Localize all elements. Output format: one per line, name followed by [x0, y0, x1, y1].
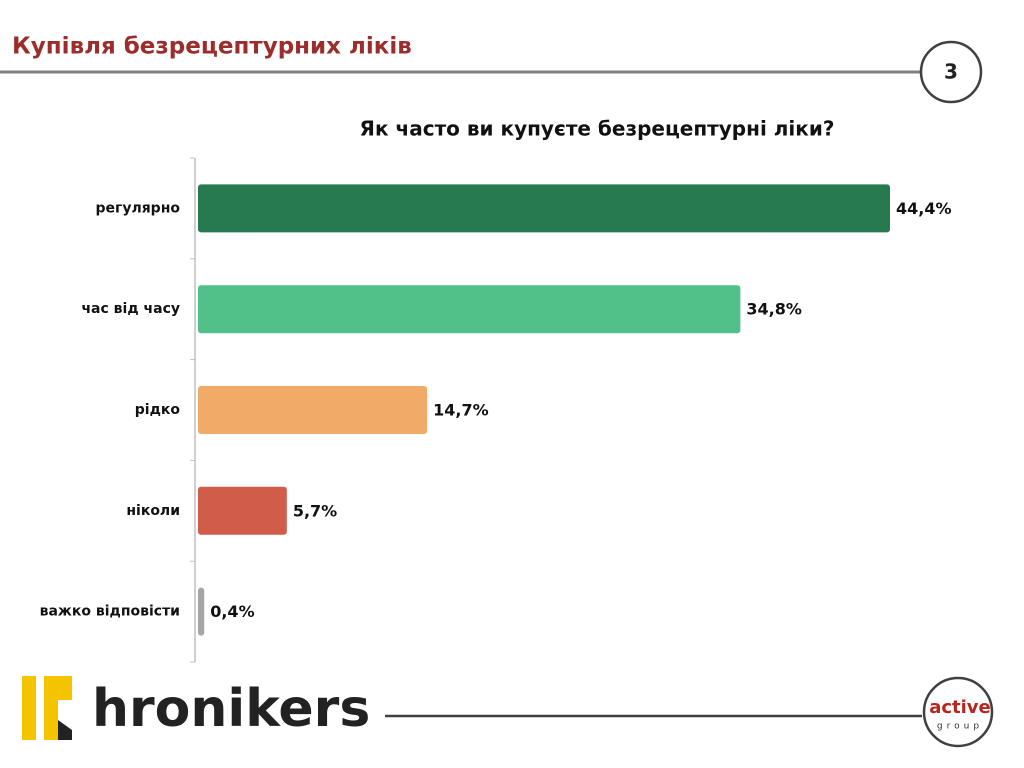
page-number: 3 — [944, 60, 958, 84]
value-label: 14,7% — [433, 401, 489, 420]
chart-title: Як часто ви купуєте безрецептурні ліки? — [360, 117, 835, 141]
bar — [198, 486, 287, 535]
category-label: важко відповісти — [40, 604, 180, 620]
partner-logo: active — [929, 697, 991, 718]
brand: hronikers — [92, 679, 370, 739]
category-label: рідко — [135, 402, 181, 418]
bar — [198, 587, 205, 636]
value-label: 34,8% — [746, 300, 802, 319]
category-label: час від часу — [81, 301, 180, 317]
logo-shape — [44, 676, 72, 740]
plot: регулярно 44,4% час від часу 34,8% рідко 14,7… — [40, 157, 952, 663]
bar — [198, 184, 890, 233]
value-label: 5,7% — [293, 501, 337, 520]
partner-circle — [922, 676, 994, 748]
logo-bar — [22, 676, 36, 740]
page-title: Купівля безрецептурних ліків — [12, 34, 412, 60]
page-number-circle — [919, 40, 983, 104]
logo-shape — [58, 720, 72, 740]
value-label: 44,4% — [896, 199, 952, 218]
partner-sub: group — [937, 722, 983, 732]
category-label: регулярно — [95, 200, 180, 216]
category-label: ніколи — [126, 503, 180, 519]
value-label: 0,4% — [210, 602, 254, 621]
bar — [198, 285, 741, 334]
bar — [198, 386, 428, 434]
